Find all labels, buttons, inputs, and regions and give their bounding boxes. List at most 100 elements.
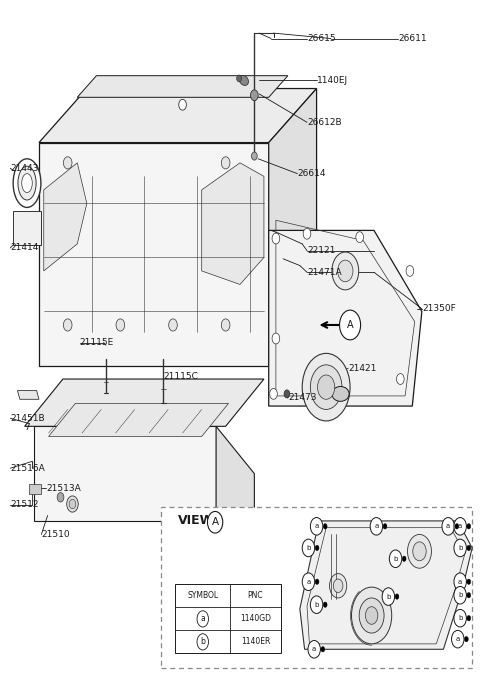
Circle shape	[57, 493, 64, 502]
Text: 26614: 26614	[298, 169, 326, 178]
Text: 21414: 21414	[10, 244, 39, 253]
Circle shape	[359, 598, 384, 633]
Circle shape	[332, 252, 359, 290]
Text: a: a	[456, 636, 460, 642]
Circle shape	[308, 640, 321, 658]
Text: 21115E: 21115E	[80, 338, 114, 347]
Polygon shape	[216, 427, 254, 521]
Circle shape	[442, 517, 455, 535]
Circle shape	[408, 534, 432, 568]
Circle shape	[329, 573, 347, 598]
Polygon shape	[17, 391, 39, 399]
Circle shape	[284, 390, 290, 398]
Text: 21350F: 21350F	[422, 304, 456, 313]
Circle shape	[402, 556, 406, 561]
Circle shape	[337, 260, 353, 282]
Polygon shape	[202, 163, 264, 284]
Circle shape	[315, 579, 319, 584]
Text: 21510: 21510	[41, 530, 70, 539]
Text: a: a	[200, 615, 205, 624]
Text: b: b	[458, 615, 462, 621]
Circle shape	[333, 579, 343, 592]
Bar	[175, 584, 281, 653]
Circle shape	[365, 607, 378, 624]
Circle shape	[467, 592, 471, 598]
Circle shape	[323, 523, 327, 529]
Circle shape	[383, 523, 387, 529]
Circle shape	[454, 517, 467, 535]
Circle shape	[315, 545, 319, 550]
Text: 21473: 21473	[288, 393, 316, 402]
Text: 21115C: 21115C	[163, 372, 198, 381]
Circle shape	[467, 615, 471, 621]
Text: 21443: 21443	[10, 164, 39, 173]
Circle shape	[389, 550, 402, 567]
Text: 21513A: 21513A	[46, 484, 81, 493]
Circle shape	[454, 573, 467, 590]
Circle shape	[413, 542, 426, 561]
Circle shape	[452, 630, 464, 648]
Circle shape	[63, 157, 72, 169]
Text: 21512: 21512	[10, 500, 39, 509]
Text: a: a	[306, 579, 311, 585]
Circle shape	[465, 636, 468, 642]
Text: 21421: 21421	[348, 364, 376, 373]
Text: 1140GD: 1140GD	[240, 615, 271, 624]
Circle shape	[303, 228, 311, 239]
Text: 22121: 22121	[307, 246, 336, 255]
Circle shape	[302, 353, 350, 421]
Text: b: b	[306, 545, 311, 551]
Text: 26615: 26615	[307, 34, 336, 43]
Circle shape	[321, 647, 324, 652]
Circle shape	[311, 365, 342, 410]
Polygon shape	[39, 143, 269, 366]
Text: a: a	[446, 523, 450, 529]
Text: 26612B: 26612B	[307, 118, 342, 127]
Circle shape	[197, 634, 208, 650]
Circle shape	[116, 319, 125, 331]
Text: b: b	[394, 556, 398, 562]
Circle shape	[207, 511, 223, 533]
Text: PNC: PNC	[248, 592, 263, 600]
FancyBboxPatch shape	[161, 507, 472, 668]
Polygon shape	[269, 89, 317, 366]
Text: b: b	[314, 602, 319, 608]
Circle shape	[197, 611, 208, 627]
Text: a: a	[458, 523, 462, 529]
Circle shape	[382, 588, 395, 605]
Circle shape	[454, 609, 467, 627]
Circle shape	[356, 232, 363, 242]
Circle shape	[311, 596, 323, 613]
Text: 21516A: 21516A	[10, 464, 45, 473]
Polygon shape	[77, 76, 288, 97]
Bar	[12, 211, 41, 245]
Circle shape	[454, 539, 467, 556]
Text: 26611: 26611	[398, 34, 427, 43]
Polygon shape	[34, 427, 216, 521]
Ellipse shape	[18, 167, 36, 200]
Polygon shape	[24, 379, 264, 427]
Circle shape	[467, 579, 471, 584]
Circle shape	[323, 602, 327, 607]
Polygon shape	[300, 521, 472, 649]
Circle shape	[318, 375, 335, 399]
Text: 1140ER: 1140ER	[241, 637, 270, 647]
Circle shape	[270, 389, 277, 399]
Circle shape	[237, 75, 241, 82]
Circle shape	[455, 523, 459, 529]
Circle shape	[311, 517, 323, 535]
Circle shape	[395, 594, 399, 599]
Circle shape	[251, 90, 258, 101]
Text: a: a	[314, 523, 319, 529]
Text: 21471A: 21471A	[307, 268, 342, 277]
Circle shape	[272, 333, 280, 344]
Bar	[29, 484, 41, 494]
Circle shape	[467, 523, 471, 529]
Circle shape	[221, 157, 230, 169]
Text: b: b	[458, 545, 462, 551]
Text: VIEW: VIEW	[178, 515, 214, 527]
Text: A: A	[347, 320, 353, 330]
Circle shape	[69, 500, 76, 508]
Circle shape	[406, 265, 414, 276]
Ellipse shape	[13, 159, 41, 207]
